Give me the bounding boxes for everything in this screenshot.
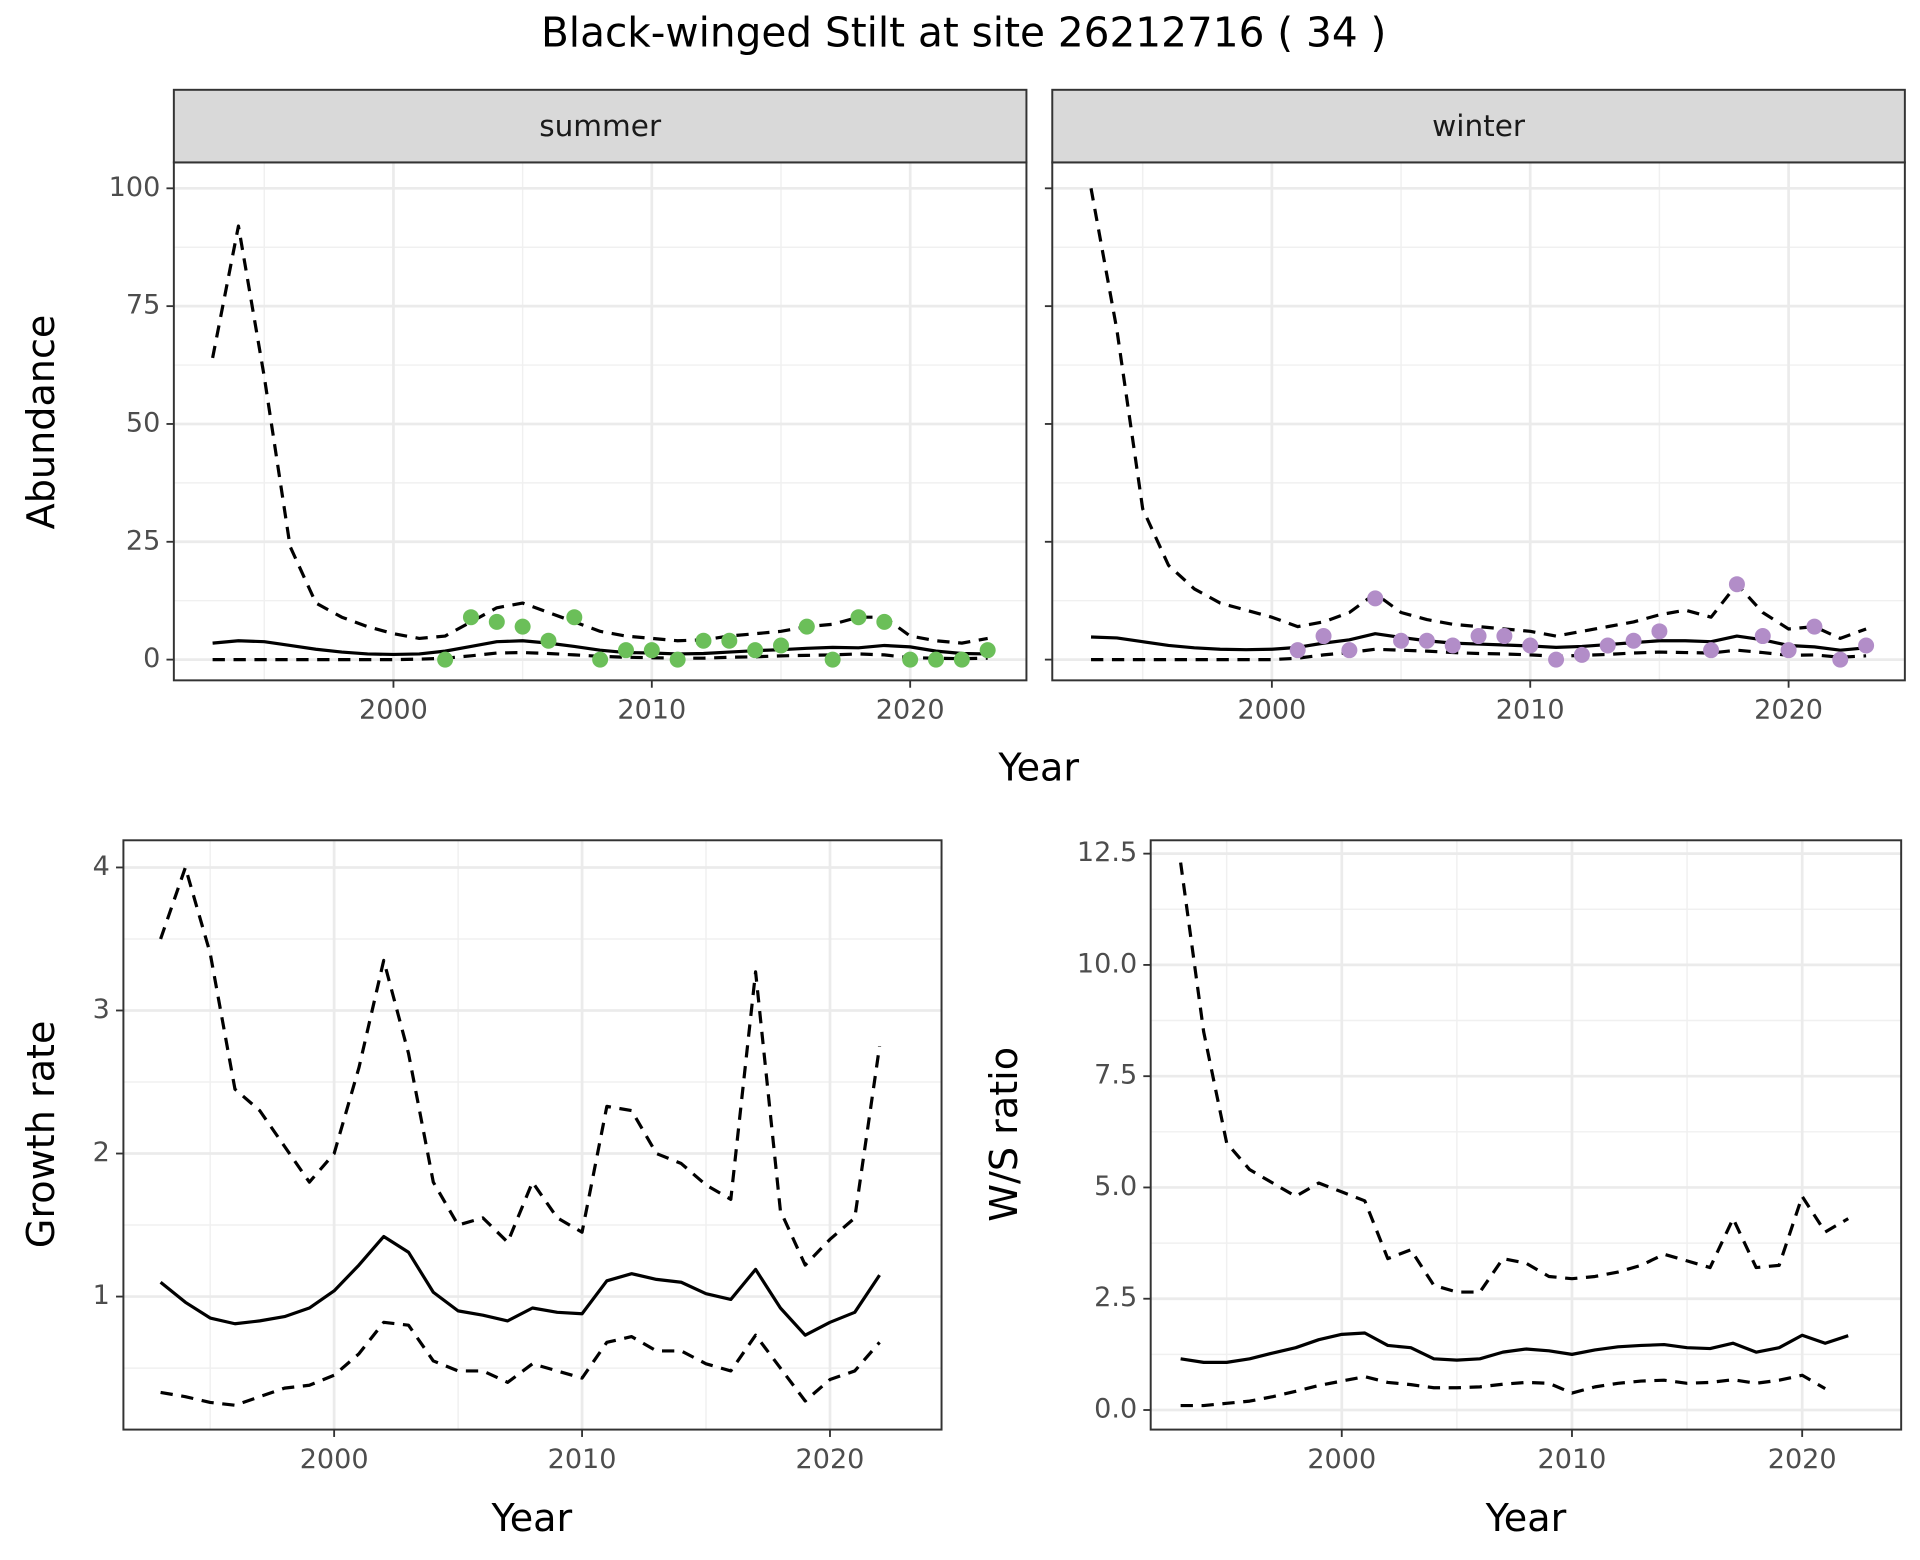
y-tick-label: 7.5 <box>1094 1060 1137 1091</box>
point <box>1289 642 1306 659</box>
point <box>1625 632 1642 649</box>
point <box>1573 646 1590 663</box>
facet-label: summer <box>539 109 662 143</box>
series-line <box>1090 632 1867 652</box>
x-tick-label: 2000 <box>1237 695 1306 726</box>
point <box>514 618 531 635</box>
y-tick-label: 2 <box>93 1137 110 1168</box>
point <box>695 632 712 649</box>
point <box>592 651 609 668</box>
point <box>979 642 996 659</box>
facet-strip <box>172 88 1028 164</box>
point <box>1599 637 1616 654</box>
point <box>1367 590 1384 607</box>
x-tick-label: 2020 <box>876 695 945 726</box>
facet-label: winter <box>1432 109 1526 143</box>
y-tick-label: 50 <box>126 407 160 438</box>
point <box>462 609 479 626</box>
x-tick-label: 2020 <box>796 1444 865 1475</box>
series-line <box>1091 647 1867 662</box>
series-line <box>1180 1331 1849 1364</box>
point <box>617 642 634 659</box>
panel-border <box>122 839 943 1431</box>
y-tick-label: 2.5 <box>1094 1282 1137 1313</box>
point <box>1522 637 1539 654</box>
panel-background <box>173 162 1027 681</box>
point <box>1780 642 1797 659</box>
point <box>1754 628 1771 645</box>
point <box>643 642 660 659</box>
y-tick-label: 25 <box>126 525 160 556</box>
y-tick-label: 5.0 <box>1094 1171 1137 1202</box>
point <box>1315 628 1332 645</box>
point <box>488 613 505 630</box>
x-axis-title: Year <box>491 1496 573 1540</box>
point <box>1470 628 1487 645</box>
y-tick-label: 12.5 <box>1077 837 1137 868</box>
point <box>747 642 764 659</box>
y-tick-label: 4 <box>93 851 110 882</box>
point <box>1832 651 1849 668</box>
y-tick-label: 3 <box>93 994 110 1025</box>
point <box>1418 632 1435 649</box>
point <box>669 651 686 668</box>
y-axis-title: Abundance <box>19 315 63 530</box>
point <box>437 651 454 668</box>
point <box>1651 623 1668 640</box>
x-tick-label: 2020 <box>1754 695 1823 726</box>
point <box>953 651 970 668</box>
series-line <box>212 639 988 657</box>
x-axis-title: Year <box>1485 1496 1567 1540</box>
point <box>1858 637 1875 654</box>
point <box>850 609 867 626</box>
x-tick-label: 2010 <box>617 695 686 726</box>
x-tick-label: 2000 <box>1307 1444 1376 1475</box>
y-axis-title: Growth rate <box>19 1021 63 1249</box>
point <box>1496 628 1513 645</box>
x-tick-label: 2010 <box>1538 1444 1607 1475</box>
series-line <box>159 1234 881 1337</box>
point <box>566 609 583 626</box>
series-line <box>1180 1373 1827 1408</box>
point <box>928 651 945 668</box>
series-line <box>1179 862 1850 1294</box>
point <box>772 637 789 654</box>
point <box>1393 632 1410 649</box>
y-tick-label: 0 <box>143 643 160 674</box>
series-line <box>211 224 988 645</box>
series-line <box>159 865 882 1267</box>
panel-background <box>1150 840 1902 1430</box>
x-tick-label: 2010 <box>548 1444 617 1475</box>
point <box>540 632 557 649</box>
figure-title: Black-winged Stilt at site 26212716 ( 34… <box>541 9 1386 57</box>
point <box>1703 642 1720 659</box>
point <box>876 613 893 630</box>
x-tick-label: 2000 <box>300 1444 369 1475</box>
point <box>824 651 841 668</box>
x-axis-title: Year <box>997 746 1079 790</box>
y-tick-label: 10.0 <box>1077 948 1137 979</box>
x-tick-label: 2000 <box>359 695 428 726</box>
y-tick-label: 1 <box>93 1280 110 1311</box>
facet-strip <box>1051 88 1906 164</box>
point <box>902 651 919 668</box>
point <box>1444 637 1461 654</box>
point <box>1341 642 1358 659</box>
point <box>721 632 738 649</box>
panel-background <box>123 840 942 1430</box>
point <box>798 618 815 635</box>
x-tick-label: 2010 <box>1496 695 1565 726</box>
y-axis-title: W/S ratio <box>982 1047 1026 1222</box>
point <box>1806 618 1823 635</box>
x-tick-label: 2020 <box>1768 1444 1837 1475</box>
y-tick-label: 75 <box>126 290 160 321</box>
y-tick-label: 0.0 <box>1094 1394 1137 1425</box>
y-tick-label: 100 <box>109 172 161 203</box>
point <box>1548 651 1565 668</box>
panel-background <box>1052 162 1905 681</box>
point <box>1728 576 1745 593</box>
panel-border <box>1149 839 1903 1431</box>
